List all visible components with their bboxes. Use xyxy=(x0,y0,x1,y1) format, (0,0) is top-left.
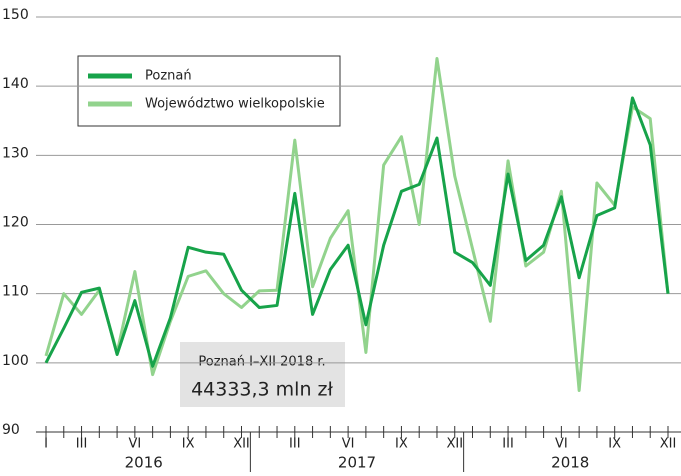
x-tick-label: I xyxy=(44,437,48,452)
data-line xyxy=(44,96,670,368)
year-label: 2017 xyxy=(338,454,376,472)
x-tick-label: XII xyxy=(660,437,677,452)
y-tick-label: 130 xyxy=(2,145,29,161)
legend-box xyxy=(77,55,341,127)
x-tick-label: XII xyxy=(446,437,463,452)
x-tick-label: VI xyxy=(342,437,355,452)
y-tick-label: 100 xyxy=(2,353,29,369)
annotation-value: 44333,3 mln zł xyxy=(191,379,333,401)
x-tick-label: III xyxy=(502,437,514,452)
x-tick-label: III xyxy=(76,437,88,452)
y-tick-label: 110 xyxy=(2,284,29,300)
legend-label: Województwo wielkopolskie xyxy=(145,97,325,112)
x-tick-label: IX xyxy=(182,437,195,452)
legend-label: Poznań xyxy=(145,69,192,84)
x-tick-label: VI xyxy=(555,437,568,452)
x-tick-label: IX xyxy=(395,437,408,452)
x-tick-label: IX xyxy=(608,437,621,452)
y-tick-label: 120 xyxy=(2,215,29,231)
annotation-title: Poznań I–XII 2018 r. xyxy=(198,355,325,370)
y-tick-label: 150 xyxy=(2,7,29,23)
x-tick-label: III xyxy=(289,437,301,452)
y-tick-label: 140 xyxy=(2,76,29,92)
x-tick-label: VI xyxy=(128,437,141,452)
annotation-box xyxy=(180,342,345,407)
year-label: 2016 xyxy=(125,454,163,472)
year-label: 2018 xyxy=(551,454,589,472)
x-tick-label: XII xyxy=(233,437,250,452)
y-tick-label: 90 xyxy=(2,422,20,438)
